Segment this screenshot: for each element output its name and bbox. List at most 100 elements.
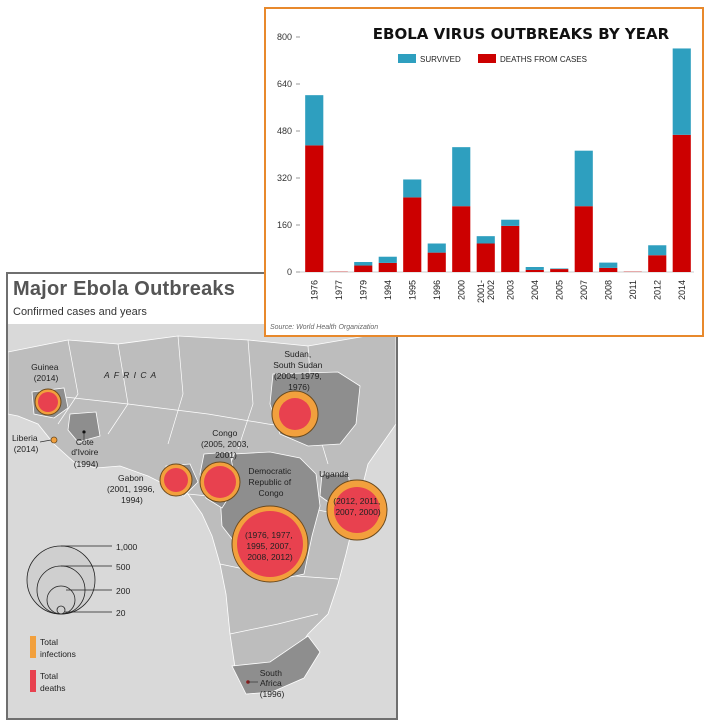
x-tick-label: 2008 xyxy=(603,280,613,300)
legend-swatch-survived xyxy=(398,54,416,63)
bar-2014-survived xyxy=(672,48,691,135)
y-tick-label: 800 xyxy=(277,32,292,42)
bar-1976-deaths-from-cases xyxy=(305,145,324,272)
bar-1979-deaths-from-cases xyxy=(354,265,373,272)
liberia-bubble xyxy=(50,436,58,444)
ebola-chart-panel: EBOLA VIRUS OUTBREAKS BY YEAR SURVIVED D… xyxy=(264,7,704,337)
bar-1996-survived xyxy=(427,243,446,253)
x-tick-label: 1995 xyxy=(407,280,417,300)
legend-label-deaths: DEATHS FROM CASES xyxy=(500,55,587,64)
location-labels: Guinea (2014) Liberia (2014) Cote d'Ivoi… xyxy=(12,349,382,699)
size-legend-circle-1000 xyxy=(26,545,96,615)
y-tick-label: 480 xyxy=(277,126,292,136)
leader-lines xyxy=(39,434,258,683)
region-label-africa: A F R I C A xyxy=(103,370,157,380)
bar-1995-survived xyxy=(403,179,422,198)
bar-2000-survived xyxy=(452,147,471,207)
x-tick-label: 2000 xyxy=(456,280,466,300)
sudan-deaths-bubble xyxy=(279,398,311,430)
size-legend-label-20: 20 xyxy=(116,608,126,618)
size-legend-circle-20 xyxy=(56,605,66,615)
label-congo: Congo (2005, 2003, 2001) xyxy=(201,428,251,460)
bar-1979-survived xyxy=(354,262,373,266)
size-legend: 1,000 500 200 20 xyxy=(26,542,138,618)
label-uganda: Uganda xyxy=(319,469,349,479)
bar-chart: EBOLA VIRUS OUTBREAKS BY YEAR SURVIVED D… xyxy=(270,25,694,331)
label-sudan: Sudan, South Sudan (2004, 1979, 1976) xyxy=(273,349,325,392)
bar-1994-deaths-from-cases xyxy=(378,262,397,272)
x-tick-label: 1977 xyxy=(334,280,344,300)
gabon-deaths-bubble xyxy=(164,468,188,492)
bar-2003-deaths-from-cases xyxy=(501,225,520,272)
bar-2007-deaths-from-cases xyxy=(574,206,593,272)
legend-swatch-infections xyxy=(30,636,36,658)
label-drc-years: (1976, 1977, 1995, 2007, 2008, 2012) xyxy=(245,530,295,562)
x-tick-label: 2004 xyxy=(530,280,540,300)
x-tick-label: 2014 xyxy=(677,280,687,300)
bar-2014-deaths-from-cases xyxy=(672,134,691,272)
bar-2001-2002-deaths-from-cases xyxy=(476,243,495,272)
bar-2005-deaths-from-cases xyxy=(550,269,569,272)
africa-map: A F R I C A Guinea (2014) Liberia (2014)… xyxy=(8,324,396,718)
bar-1976-survived xyxy=(305,95,324,146)
label-liberia: Liberia (2014) xyxy=(12,433,40,454)
bar-2000-deaths-from-cases xyxy=(452,206,471,272)
bar-1995-deaths-from-cases xyxy=(403,197,422,272)
bar-1996-deaths-from-cases xyxy=(427,252,446,272)
label-guinea: Guinea (2014) xyxy=(31,362,61,383)
x-tick-label: 2012 xyxy=(652,280,662,300)
size-legend-label-500: 500 xyxy=(116,562,130,572)
x-tick-label: 1979 xyxy=(358,280,368,300)
x-tick-label: 2003 xyxy=(505,280,515,300)
bar-1994-survived xyxy=(378,256,397,263)
y-tick-label: 640 xyxy=(277,79,292,89)
cote-divoire-region xyxy=(67,411,101,443)
bars xyxy=(305,48,691,272)
label-gabon: Gabon (2001, 1996, 1994) xyxy=(107,473,157,505)
chart-title: EBOLA VIRUS OUTBREAKS BY YEAR xyxy=(373,25,670,43)
size-legend-label-1000: 1,000 xyxy=(116,542,138,552)
label-cote-divoire: Cote d'Ivoire (1994) xyxy=(71,437,101,469)
x-tick-label: 1994 xyxy=(383,280,393,300)
bar-2004-survived xyxy=(525,267,544,270)
bar-2001-2002-survived xyxy=(476,236,495,244)
x-tick-label: 2007 xyxy=(579,280,589,300)
label-south-africa: South Africa (1996) xyxy=(260,668,285,699)
outbreak-bubbles xyxy=(34,388,388,684)
guinea-deaths-bubble xyxy=(38,392,58,412)
south-africa-region xyxy=(231,635,321,695)
x-axis: 1976 1977 1979 1994 1995 1996 2000 2001-2002 200… xyxy=(309,280,687,303)
x-tick-label: 1976 xyxy=(309,280,319,300)
bar-2007-survived xyxy=(574,150,593,207)
legend-label-deaths: Total deaths xyxy=(40,671,66,693)
map-subtitle: Confirmed cases and years xyxy=(13,306,147,318)
x-tick-label: 2005 xyxy=(554,280,564,300)
color-legend: Total infections Total deaths xyxy=(30,636,76,693)
label-drc: Democratic Republic of Congo xyxy=(248,466,293,498)
uganda-deaths-bubble xyxy=(334,487,380,533)
bar-2005-survived xyxy=(550,268,569,270)
congo-deaths-bubble xyxy=(204,466,236,498)
label-uganda-years: (2012, 2011, 2007, 2000) xyxy=(333,496,382,517)
legend-label-survived: SURVIVED xyxy=(420,55,461,64)
bar-2012-deaths-from-cases xyxy=(648,255,667,272)
drc-deaths-bubble xyxy=(237,511,303,577)
x-tick-label: 1996 xyxy=(432,280,442,300)
y-tick-label: 0 xyxy=(287,267,292,277)
bar-2004-deaths-from-cases xyxy=(525,269,544,272)
bar-2012-survived xyxy=(648,245,667,256)
x-tick-label: 2001-2002 xyxy=(476,280,496,303)
legend-swatch-deaths xyxy=(478,54,496,63)
legend-label-infections: Total infections xyxy=(40,637,76,659)
cote-divoire-marker xyxy=(82,430,86,434)
ebola-map-panel: A F R I C A Guinea (2014) Liberia (2014)… xyxy=(6,272,398,720)
bar-2008-survived xyxy=(599,262,618,268)
chart-source: Source: World Health Organization xyxy=(270,324,378,331)
bar-2003-survived xyxy=(501,219,520,226)
y-tick-label: 320 xyxy=(277,173,292,183)
y-tick-label: 160 xyxy=(277,220,292,230)
bar-2008-deaths-from-cases xyxy=(599,267,618,272)
x-tick-label: 2011 xyxy=(628,280,638,299)
size-legend-label-200: 200 xyxy=(116,586,130,596)
legend-swatch-deaths xyxy=(30,670,36,692)
